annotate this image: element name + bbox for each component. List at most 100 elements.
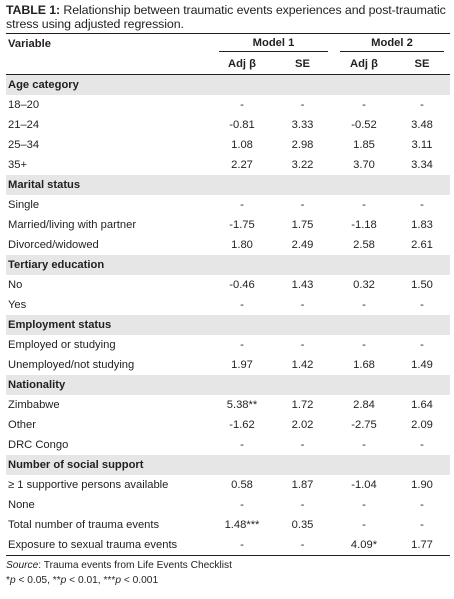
table-body: Age category 18–20- - - -21–24 -0.81 3.33 -0.52… [6, 74, 450, 556]
model2-se-cell: - [420, 299, 424, 311]
model2-adj-beta-cell: 0.32 [353, 279, 375, 291]
table-row: DRC Congo - - - - [6, 435, 450, 455]
variable-header: Variable [6, 33, 213, 54]
variable-cell: Exposure to sexual trauma events [6, 535, 213, 556]
model2-se-cell: - [420, 99, 424, 111]
table-row: ≥ 1 supportive persons available 0.58 1.87… [6, 475, 450, 495]
model2-adj-beta-cell: 2.58 [353, 239, 375, 251]
model2-se-cell: 1.49 [411, 359, 433, 371]
model1-se-header: SE [271, 54, 334, 75]
model2-adj-beta-cell: 1.85 [353, 139, 375, 151]
table-notes: Source: Trauma events from Life Events C… [6, 558, 450, 588]
model2-se-cell: - [420, 499, 424, 511]
table-caption: TABLE 1: Relationship between traumatic … [6, 3, 450, 31]
model2-adj-beta-cell: 1.68 [353, 359, 375, 371]
model1-se-cell: 0.35 [291, 519, 314, 531]
model2-se-cell: - [420, 519, 424, 531]
table-row: Unemployed/not studying 1.97 1.42 1.68 1.49 [6, 355, 450, 375]
model1-se-cell: - [300, 439, 305, 451]
table-row: 25–34 1.08 2.98 1.85 3.11 [6, 135, 450, 155]
model2-adj-beta-cell: 4.09* [334, 535, 394, 556]
table-row: Employed or studying - - - - [6, 335, 450, 355]
source-note: Source: Trauma events from Life Events C… [6, 560, 232, 571]
model1-adj-beta-header: Adj β [213, 54, 271, 75]
model2-se-cell: 1.83 [411, 219, 433, 231]
table-row: 18–20 - - - - [6, 95, 450, 115]
section-header-row: Number of social support [6, 455, 450, 475]
model1-adj-beta-cell: -1.75 [229, 219, 255, 231]
model1-se-cell: 3.33 [291, 119, 314, 131]
model2-se-cell: 1.50 [411, 279, 433, 291]
table-row: None - - - - [6, 495, 450, 515]
section-header-row: Employment status [6, 315, 450, 335]
model2-se-cell: 2.09 [411, 419, 433, 431]
section-header-row: Tertiary education [6, 255, 450, 275]
model1-adj-beta-cell: 2.27 [231, 159, 253, 171]
variable-cell: None [8, 499, 35, 511]
model1-adj-beta-cell: - [240, 339, 244, 351]
model2-adj-beta-cell: - [362, 199, 366, 211]
model1-se-cell: 3.22 [291, 159, 314, 171]
model2-se-cell: 1.90 [411, 479, 433, 491]
section-title: Tertiary education [6, 255, 450, 275]
model1-se-cell: - [300, 199, 305, 211]
regression-table: Variable Model 1 Model 2 Adj β SE Adj β … [6, 33, 450, 556]
variable-cell: Yes [8, 299, 27, 311]
table-label: TABLE 1: [6, 3, 61, 17]
section-header-row: Nationality [6, 375, 450, 395]
model2-se-cell: 2.61 [411, 239, 433, 251]
model2-adj-beta-cell: - [362, 439, 366, 451]
model2-adj-beta-cell: - [362, 519, 366, 531]
table-row: 21–24 -0.81 3.33 -0.52 3.48 [6, 115, 450, 135]
section-title: Number of social support [6, 455, 450, 475]
model2-adj-beta-cell: 3.70 [353, 159, 375, 171]
model2-adj-beta-cell: - [362, 299, 366, 311]
model1-adj-beta-cell: 1.80 [231, 239, 253, 251]
model1-se-cell: - [300, 499, 305, 511]
model1-adj-beta-cell: 0.58 [231, 479, 253, 491]
variable-cell: Single [8, 199, 40, 211]
model2-adj-beta-cell: -2.75 [351, 419, 377, 431]
variable-cell: 21–24 [8, 119, 40, 131]
section-title: Marital status [6, 175, 450, 195]
model1-se-cell: - [271, 535, 334, 556]
model2-se-cell: 3.34 [411, 159, 433, 171]
model1-se-cell: 2.98 [291, 139, 314, 151]
model1-se-cell: 1.72 [291, 399, 314, 411]
model1-se-cell: - [300, 339, 305, 351]
variable-cell: 18–20 [8, 99, 40, 111]
model1-adj-beta-cell: - [240, 99, 244, 111]
model2-se-cell: - [420, 199, 424, 211]
model1-adj-beta-cell: 5.38** [226, 399, 258, 411]
table-row: Zimbabwe 5.38** 1.72 2.84 1.64 [6, 395, 450, 415]
variable-cell: No [8, 279, 23, 291]
blank-header [6, 54, 213, 75]
model2-adj-beta-cell: -1.04 [351, 479, 377, 491]
model1-adj-beta-cell: - [213, 535, 271, 556]
variable-cell: Divorced/widowed [8, 239, 99, 251]
model2-adj-beta-header: Adj β [334, 54, 394, 75]
variable-cell: Total number of trauma events [8, 519, 160, 531]
table-row: Divorced/widowed 1.80 2.49 2.58 2.61 [6, 235, 450, 255]
model1-se-cell: 1.87 [291, 479, 314, 491]
model1-se-cell: 1.42 [291, 359, 314, 371]
model2-adj-beta-cell: - [362, 499, 366, 511]
section-title: Age category [6, 74, 450, 95]
model1-adj-beta-cell: 1.97 [231, 359, 253, 371]
model2-se-cell: 3.11 [411, 139, 433, 151]
variable-cell: DRC Congo [8, 439, 69, 451]
model2-se-header: SE [394, 54, 450, 75]
model1-adj-beta-cell: 1.08 [231, 139, 253, 151]
section-title: Nationality [6, 375, 450, 395]
variable-cell: 35+ [8, 159, 27, 171]
header-row-stats: Adj β SE Adj β SE [6, 54, 450, 75]
variable-cell: ≥ 1 supportive persons available [8, 479, 169, 491]
model2-adj-beta-cell: -0.52 [351, 119, 377, 131]
model1-se-cell: - [300, 299, 305, 311]
variable-cell: 25–34 [8, 139, 40, 151]
model1-se-cell: 2.49 [291, 239, 314, 251]
model2-se-cell: 1.77 [394, 535, 450, 556]
model1-se-cell: 1.43 [291, 279, 314, 291]
model1-adj-beta-cell: -0.46 [229, 279, 255, 291]
